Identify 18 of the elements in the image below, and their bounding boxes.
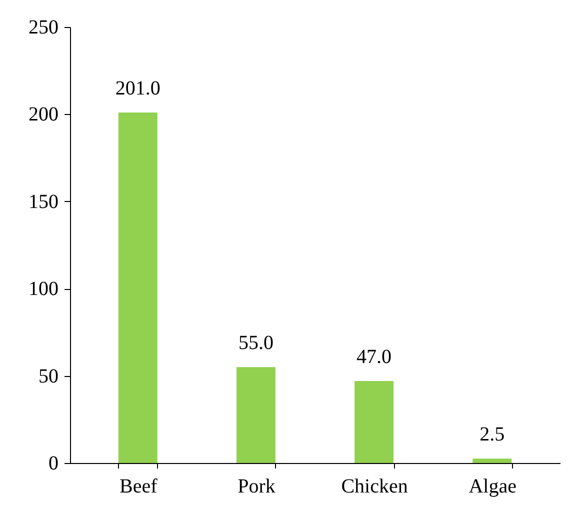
x-tick-label: Beef xyxy=(120,476,158,498)
y-tick-label: 50 xyxy=(38,365,58,388)
y-tick-label: 150 xyxy=(28,190,58,213)
bar xyxy=(354,381,394,463)
y-tick-label: 250 xyxy=(28,16,58,38)
y-tick-label: 200 xyxy=(28,104,58,126)
y-tick-label: 0 xyxy=(48,452,58,474)
bar xyxy=(236,367,276,463)
data-label: 2.5 xyxy=(480,424,505,446)
x-tick-label: Algae xyxy=(468,476,517,498)
x-tick-label: Pork xyxy=(238,476,276,498)
data-label: 55.0 xyxy=(238,332,274,354)
y-tick-label: 100 xyxy=(28,278,58,300)
data-label: 201.0 xyxy=(115,77,160,100)
bar xyxy=(118,112,158,463)
data-label: 47.0 xyxy=(356,346,392,368)
bar xyxy=(472,458,512,463)
x-tick-label: Chicken xyxy=(341,476,408,498)
